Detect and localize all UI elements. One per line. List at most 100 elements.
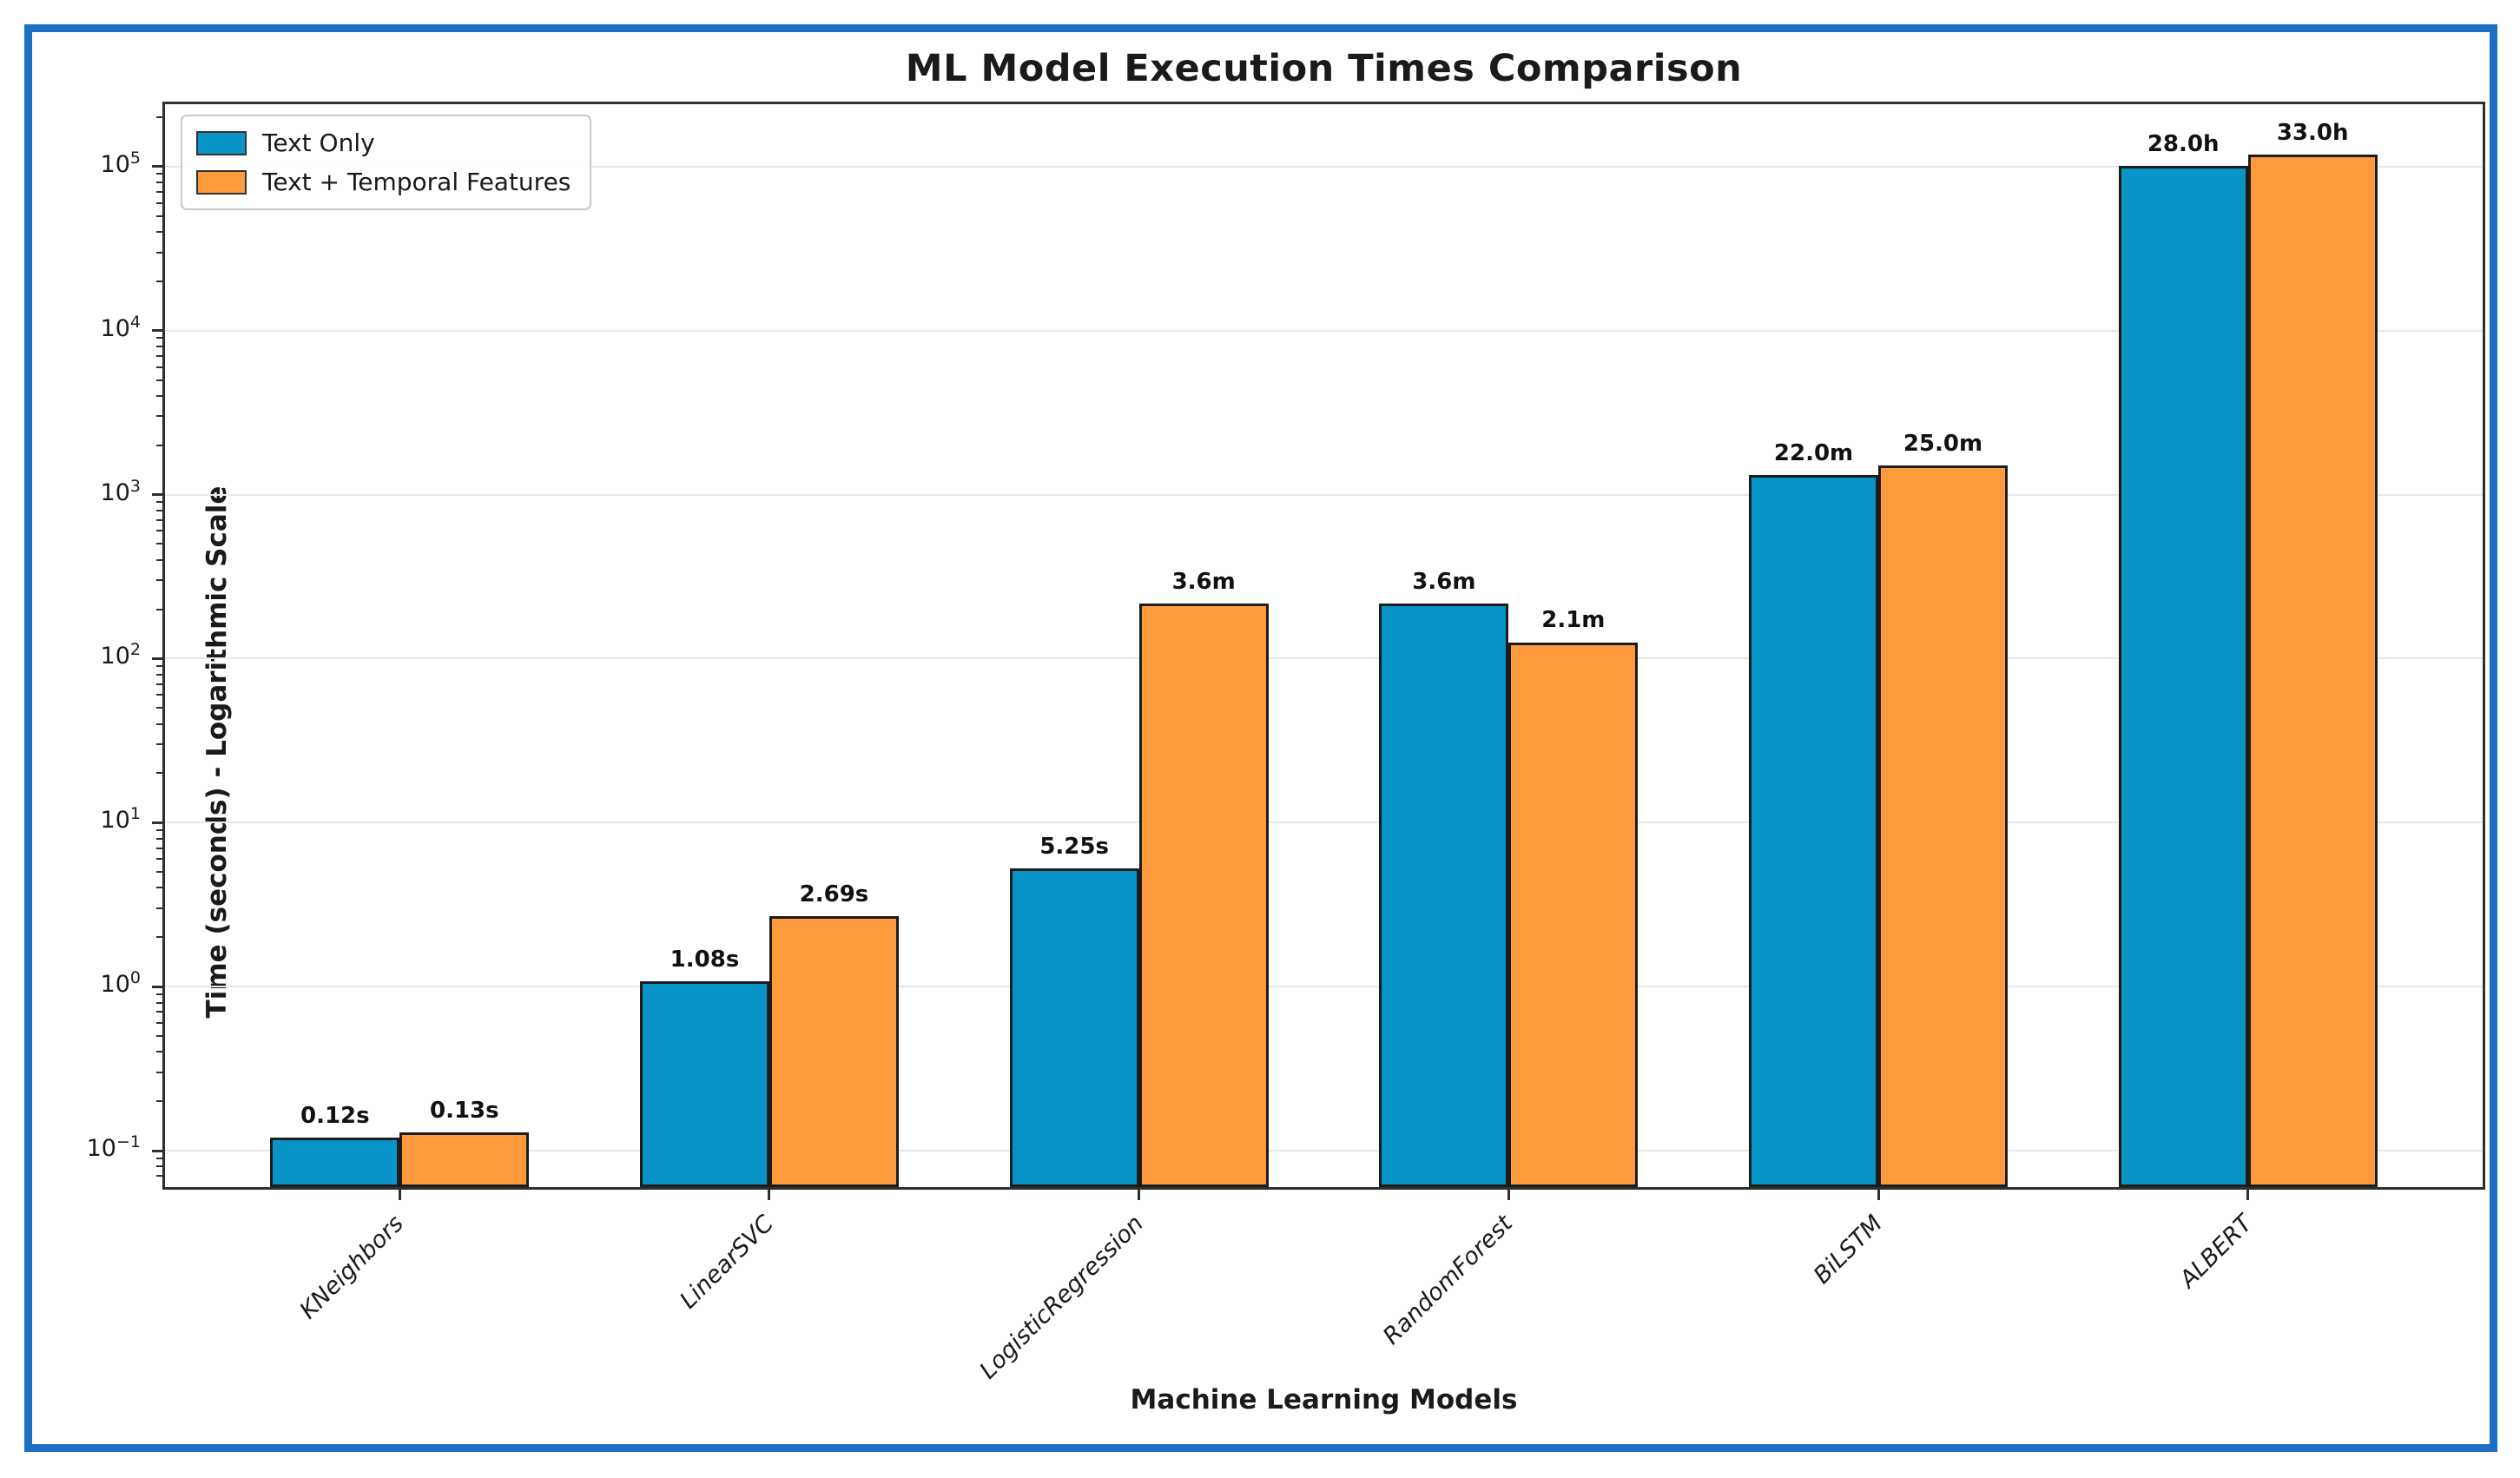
- y-tick-label: 102: [100, 640, 141, 670]
- bar-text-temporal-features-logisticregression: [1138, 604, 1269, 1187]
- y-minor-tick: [156, 694, 162, 696]
- y-minor-tick: [156, 444, 162, 446]
- bar-value-label: 0.12s: [300, 1103, 370, 1130]
- bar-value-label: 2.69s: [799, 881, 869, 908]
- y-tick-label: 103: [100, 476, 141, 506]
- bar-text-only-randomforest: [1379, 604, 1509, 1187]
- y-major-tick: [152, 657, 162, 660]
- y-major-tick: [152, 165, 162, 168]
- y-minor-tick: [156, 379, 162, 381]
- x-tick: [1877, 1187, 1880, 1200]
- y-minor-tick: [156, 847, 162, 849]
- bar-text-temporal-features-linearsvc: [769, 916, 899, 1187]
- y-minor-tick: [156, 1011, 162, 1013]
- chart-title: ML Model Execution Times Comparison: [905, 47, 1743, 90]
- bar-value-label: 25.0m: [1903, 431, 1983, 458]
- y-tick-label: 104: [100, 312, 141, 342]
- y-minor-tick: [156, 354, 162, 357]
- y-minor-tick: [156, 665, 162, 668]
- y-minor-tick: [156, 993, 162, 995]
- y-minor-tick: [156, 1157, 162, 1159]
- y-minor-tick: [156, 858, 162, 861]
- legend-label-text-temporal: Text + Temporal Features: [262, 168, 571, 196]
- bar-value-label: 22.0m: [1773, 439, 1854, 466]
- bar-value-label: 5.25s: [1039, 834, 1109, 861]
- bar-value-label: 3.6m: [1412, 569, 1476, 596]
- bar-value-label: 3.6m: [1171, 569, 1236, 596]
- y-minor-tick: [156, 579, 162, 582]
- bar-text-temporal-features-kneighbors: [399, 1132, 530, 1187]
- y-axis-label: Time (seconds) - Logarithmic Scale: [201, 485, 233, 1019]
- plot-area: Time (seconds) - Logarithmic Scale Text …: [87, 102, 2485, 1384]
- y-minor-tick: [156, 280, 162, 282]
- y-minor-tick: [156, 230, 162, 233]
- y-minor-tick: [156, 366, 162, 368]
- legend-label-text-only: Text Only: [262, 129, 375, 157]
- y-minor-tick: [156, 173, 162, 175]
- y-minor-tick: [156, 214, 162, 217]
- y-tick-label: 10−1: [86, 1132, 141, 1163]
- bar-value-label: 28.0h: [2147, 131, 2220, 158]
- y-minor-tick: [156, 723, 162, 725]
- y-tick-label: 100: [100, 968, 141, 999]
- bar-text-only-kneighbors: [270, 1138, 400, 1187]
- y-minor-tick: [156, 608, 162, 610]
- y-minor-tick: [156, 518, 162, 521]
- bar-text-temporal-features-albert: [2247, 154, 2378, 1187]
- y-minor-tick: [156, 191, 162, 194]
- legend: Text Only Text + Temporal Features: [181, 115, 592, 210]
- y-minor-tick: [156, 394, 162, 397]
- bar-text-temporal-features-randomforest: [1508, 642, 1639, 1187]
- y-minor-tick: [156, 181, 162, 184]
- x-tick: [398, 1187, 401, 1200]
- y-minor-tick: [156, 1001, 162, 1004]
- bar-value-label: 33.0h: [2276, 119, 2349, 146]
- legend-entry-text-temporal: Text + Temporal Features: [196, 168, 571, 196]
- y-minor-tick: [156, 115, 162, 118]
- legend-swatch-text-temporal: [196, 169, 247, 195]
- y-minor-tick: [156, 1051, 162, 1053]
- y-minor-tick: [156, 530, 162, 532]
- y-gridline: [165, 1150, 2483, 1152]
- y-minor-tick: [156, 251, 162, 254]
- y-minor-tick: [156, 828, 162, 831]
- x-axis-label: Machine Learning Models: [1130, 1384, 1518, 1415]
- y-minor-tick: [156, 936, 162, 939]
- y-minor-tick: [156, 772, 162, 775]
- x-tick: [1138, 1187, 1141, 1200]
- bar-text-only-bilstm: [1749, 474, 1878, 1187]
- y-tick-label: 105: [100, 148, 141, 178]
- y-minor-tick: [156, 871, 162, 874]
- y-minor-tick: [156, 558, 162, 561]
- y-minor-tick: [156, 1035, 162, 1038]
- y-gridline: [165, 493, 2483, 496]
- bar-value-label: 0.13s: [429, 1097, 499, 1124]
- figure-border: [24, 24, 2497, 1452]
- y-minor-tick: [156, 1175, 162, 1178]
- bar-text-only-logisticregression: [1009, 868, 1139, 1187]
- y-minor-tick: [156, 673, 162, 676]
- legend-swatch-text-only: [196, 130, 247, 155]
- y-major-tick: [152, 493, 162, 497]
- y-major-tick: [152, 821, 162, 824]
- y-major-tick: [152, 1149, 162, 1152]
- bar-value-label: 2.1m: [1541, 607, 1606, 634]
- y-minor-tick: [156, 887, 162, 889]
- y-minor-tick: [156, 501, 162, 504]
- y-minor-tick: [156, 743, 162, 746]
- y-minor-tick: [156, 337, 162, 340]
- y-major-tick: [152, 329, 162, 333]
- y-minor-tick: [156, 345, 162, 347]
- y-minor-tick: [156, 201, 162, 204]
- y-minor-tick: [156, 1100, 162, 1103]
- bar-value-label: 1.08s: [670, 946, 740, 973]
- y-minor-tick: [156, 1022, 162, 1025]
- y-tick-label: 101: [100, 804, 141, 835]
- y-gridline: [165, 821, 2483, 824]
- y-minor-tick: [156, 543, 162, 545]
- y-gridline: [165, 165, 2483, 168]
- y-minor-tick: [156, 837, 162, 840]
- y-gridline: [165, 657, 2483, 660]
- y-major-tick: [152, 985, 162, 988]
